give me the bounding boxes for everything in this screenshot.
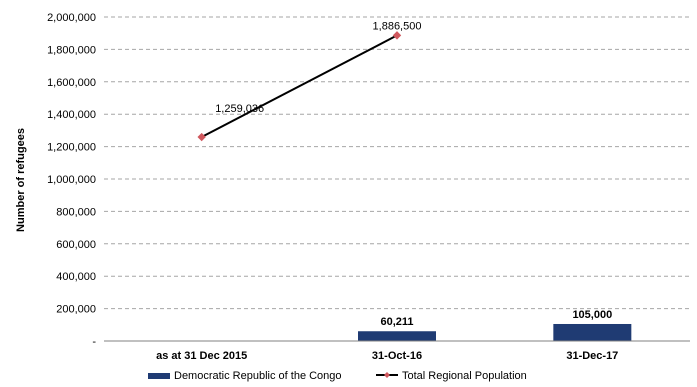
legend-label: Democratic Republic of the Congo — [174, 370, 342, 382]
legend-bar-swatch — [148, 373, 170, 379]
y-tick-label: 2,000,000 — [47, 12, 96, 24]
line-point — [197, 132, 206, 142]
x-tick-label: 31-Oct-16 — [372, 350, 422, 362]
x-tick-label: 31-Dec-17 — [566, 350, 618, 362]
data-labels: 60,211 105,000 1,259,036 1,886,500 — [215, 20, 612, 328]
bar-data-label: 60,211 — [380, 316, 413, 328]
line-data-label: 1,259,036 — [215, 103, 264, 115]
y-tick-label: 800,000 — [56, 206, 96, 218]
line-data-label: 1,886,500 — [373, 20, 422, 32]
y-tick-label: 1,000,000 — [47, 174, 96, 186]
y-axis-label: Number of refugees — [15, 128, 27, 232]
y-tick-label: 200,000 — [56, 304, 96, 316]
bar-data-label: 105,000 — [572, 309, 612, 321]
y-tick-label: 1,600,000 — [47, 77, 96, 89]
y-tick-label: 1,400,000 — [47, 109, 96, 121]
series-line — [201, 34, 398, 138]
legend-marker — [384, 372, 390, 378]
line-point — [392, 31, 402, 40]
line-series — [197, 31, 402, 142]
axes: - 200,000 400,000 600,000 800,000 1,000,000 1,… — [47, 12, 690, 362]
y-tick-label: 1,200,000 — [47, 142, 96, 154]
legend-label: Total Regional Population — [402, 370, 527, 382]
bar — [358, 331, 436, 341]
x-tick-label: as at 31 Dec 2015 — [156, 350, 247, 362]
bar — [553, 323, 632, 341]
y-tick-label: 600,000 — [56, 239, 96, 251]
bar-series — [358, 323, 632, 341]
y-tick-label: - — [92, 336, 96, 348]
legend: Democratic Republic of the Congo Total Re… — [148, 370, 527, 382]
y-tick-label: 1,800,000 — [47, 44, 96, 56]
y-tick-label: 400,000 — [56, 271, 96, 283]
gridlines — [104, 16, 690, 310]
